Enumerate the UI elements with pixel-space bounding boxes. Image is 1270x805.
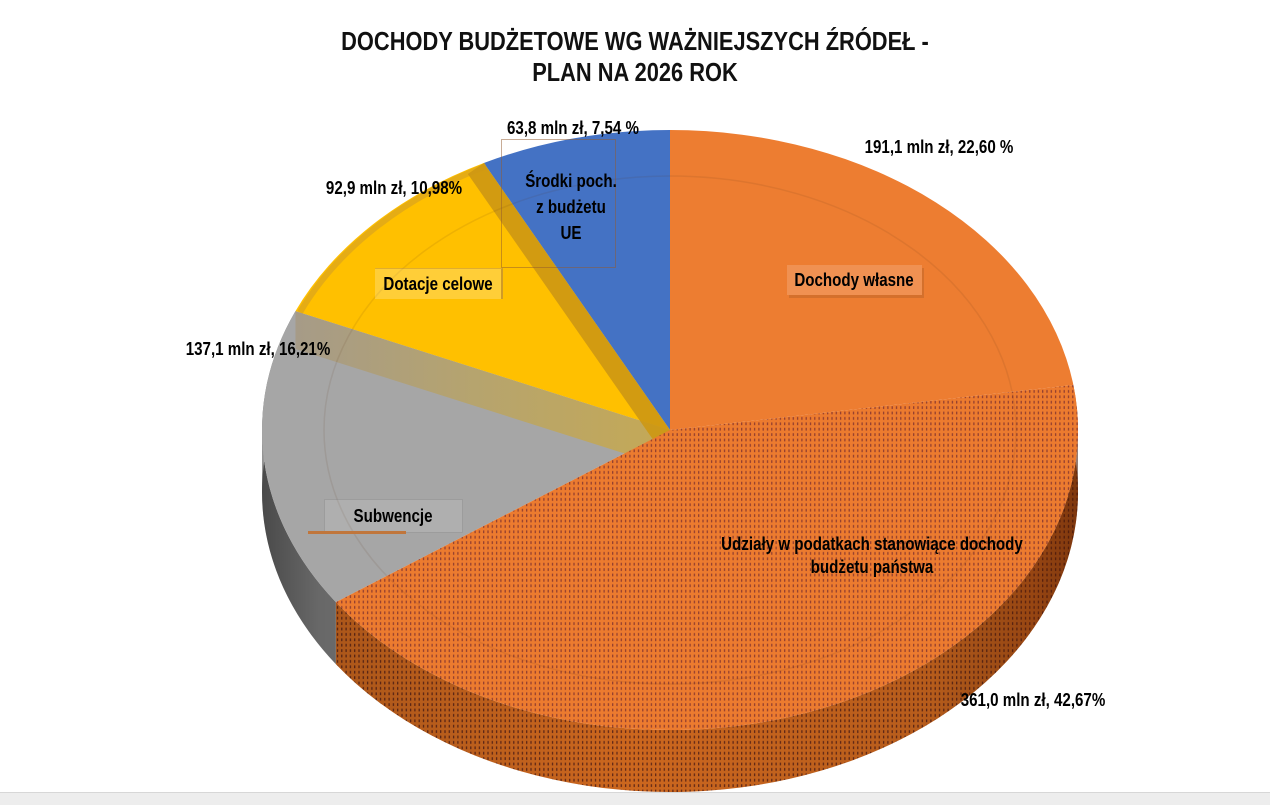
value-label-srodki-ue: 63,8 mln zł, 7,54 % [507,118,639,138]
category-box-srodki-ue: Środki poch. z budżetu UE [501,139,617,268]
category-label-dotacje-celowe: Dotacje celowe [383,274,493,294]
category-label-udzialy: Udziały w podatkach stanowiące dochody b… [721,534,1023,577]
value-label-dotacje-celowe: 92,9 mln zł, 10,98% [325,178,463,198]
value-label-subwencje: 137,1 mln zł, 16,21% [185,339,331,359]
value-label-udzialy: 361,0 mln zł, 42,67% [960,690,1106,710]
slice-srodki-ue[interactable] [483,130,670,430]
category-label-subwencje: Subwencje [354,506,433,526]
category-box-subwencje: Subwencje [324,499,463,533]
pie-side-shading [262,430,1078,792]
value-label-dochody-wlasne: 191,1 mln zł, 22,60 % [864,137,1014,157]
chart-title: DOCHODY BUDŻETOWE WG WAŻNIEJSZYCH ŹRÓDEŁ… [102,26,1169,88]
inner-bevel-arc [323,175,1017,685]
wall-yellow-gray [295,311,670,468]
chart-title-line1: DOCHODY BUDŻETOWE WG WAŻNIEJSZYCH ŹRÓDEŁ… [341,26,929,56]
category-box-dotacje-celowe: Dotacje celowe [375,268,503,299]
slice-subwencje[interactable] [262,311,670,603]
wall-yellow-blue [467,163,670,442]
slice-dotacje-celowe[interactable] [295,163,670,431]
category-label-dochody-wlasne: Dochody własne [794,270,915,290]
category-label-srodki-ue: Środki poch. z budżetu UE [525,171,617,243]
bottom-window-edge [0,792,1270,805]
chart-title-line2: PLAN NA 2026 ROK [532,57,738,87]
slice-udzialy-w-podatkach[interactable] [335,384,1079,731]
yellow-rim-bevel [297,163,488,315]
slice-dochody-wlasne[interactable] [670,130,1074,430]
subwencje-underline [308,531,406,534]
category-box-dochody-wlasne: Dochody własne [787,265,922,295]
